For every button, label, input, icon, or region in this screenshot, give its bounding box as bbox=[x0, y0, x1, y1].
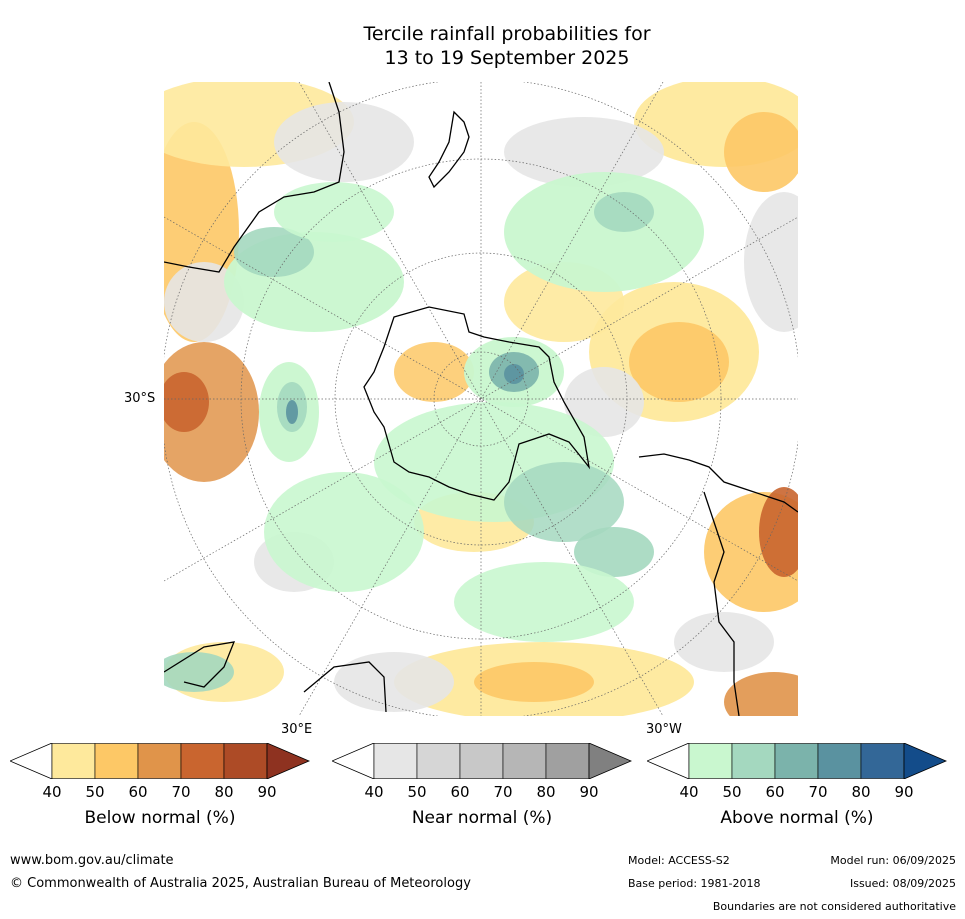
colorbar-segment bbox=[731, 743, 776, 779]
below-normal-colorbar-svg bbox=[10, 743, 310, 779]
coastlines bbox=[164, 82, 798, 716]
above-normal-regions bbox=[164, 172, 704, 692]
colorbar-segment bbox=[817, 743, 862, 779]
above-normal-colorbar-svg bbox=[647, 743, 947, 779]
colorbar-segment bbox=[51, 743, 96, 779]
colorbar-tick-label: 60 bbox=[450, 783, 470, 801]
colorbar-segment bbox=[502, 743, 547, 779]
colorbar-tick-label: 90 bbox=[579, 783, 599, 801]
title-line-1: Tercile rainfall probabilities for bbox=[363, 23, 651, 45]
title-line-2: 13 to 19 September 2025 bbox=[384, 47, 630, 69]
above-normal-colorbar bbox=[647, 743, 947, 779]
colorbar-segment bbox=[94, 743, 139, 779]
colorbar-over-triangle bbox=[588, 743, 632, 779]
colorbar-segment bbox=[416, 743, 461, 779]
africa-south-coast bbox=[303, 661, 387, 713]
colorbar-tick-label: 60 bbox=[128, 783, 148, 801]
colorbar-tick-label: 40 bbox=[42, 783, 62, 801]
below-normal-colorbar bbox=[10, 743, 310, 779]
polar-map-svg bbox=[164, 82, 798, 716]
colorbar-over-triangle bbox=[266, 743, 310, 779]
near-normal-colorbar bbox=[332, 743, 632, 779]
website-link[interactable]: www.bom.gov.au/climate bbox=[10, 853, 174, 868]
colorbar-segment bbox=[137, 743, 182, 779]
colorbar-over-triangle bbox=[903, 743, 947, 779]
colorbar-tick-label: 80 bbox=[214, 783, 234, 801]
below-normal-title: Below normal (%) bbox=[84, 808, 236, 828]
base-period-text: Base period: 1981-2018 bbox=[628, 877, 761, 890]
colorbar-segment bbox=[545, 743, 590, 779]
colorbar-tick-label: 50 bbox=[407, 783, 427, 801]
near-normal-colorbar-svg bbox=[332, 743, 632, 779]
longitude-label-30e: 30°E bbox=[281, 722, 313, 737]
colorbar-under-triangle bbox=[332, 743, 375, 779]
colorbar-segment bbox=[373, 743, 418, 779]
copyright-text: © Commonwealth of Australia 2025, Austra… bbox=[10, 876, 471, 891]
new-zealand-coast bbox=[428, 110, 470, 189]
near-normal-title: Near normal (%) bbox=[411, 808, 553, 828]
colorbar-segment bbox=[223, 743, 268, 779]
australia-coast bbox=[164, 82, 345, 273]
colorbar-segment bbox=[860, 743, 905, 779]
issued-text: Issued: 08/09/2025 bbox=[849, 877, 956, 890]
colorbar-under-triangle bbox=[647, 743, 690, 779]
latitude-label-30s: 30°S bbox=[124, 391, 156, 406]
colorbar-segment bbox=[180, 743, 225, 779]
colorbar-tick-label: 70 bbox=[808, 783, 828, 801]
colorbar-tick-label: 50 bbox=[722, 783, 742, 801]
colorbar-tick-label: 70 bbox=[493, 783, 513, 801]
longitude-label-30w: 30°W bbox=[646, 722, 682, 737]
antarctica-coast bbox=[363, 306, 591, 501]
colorbar-tick-label: 40 bbox=[679, 783, 699, 801]
colorbar-tick-label: 60 bbox=[765, 783, 785, 801]
model-text: Model: ACCESS-S2 bbox=[628, 854, 730, 867]
map-title: Tercile rainfall probabilities for 13 to… bbox=[0, 22, 965, 70]
above-normal-title: Above normal (%) bbox=[720, 808, 874, 828]
colorbar-tick-label: 50 bbox=[85, 783, 105, 801]
colorbar-tick-label: 90 bbox=[894, 783, 914, 801]
model-run-text: Model run: 06/09/2025 bbox=[830, 854, 956, 867]
africa-coast bbox=[164, 641, 236, 688]
colorbar-tick-label: 80 bbox=[851, 783, 871, 801]
colorbar-segment bbox=[688, 743, 733, 779]
colorbar-tick-label: 90 bbox=[257, 783, 277, 801]
colorbar-under-triangle bbox=[10, 743, 53, 779]
colorbar-tick-label: 40 bbox=[364, 783, 384, 801]
colorbar-tick-label: 70 bbox=[171, 783, 191, 801]
disclaimer-text: Boundaries are not considered authoritat… bbox=[712, 900, 956, 913]
graticule bbox=[164, 82, 798, 716]
colorbar-segment bbox=[459, 743, 504, 779]
south-america-coast bbox=[638, 453, 798, 716]
colorbar-tick-label: 80 bbox=[536, 783, 556, 801]
colorbar-segment bbox=[774, 743, 819, 779]
probability-map bbox=[164, 82, 798, 716]
